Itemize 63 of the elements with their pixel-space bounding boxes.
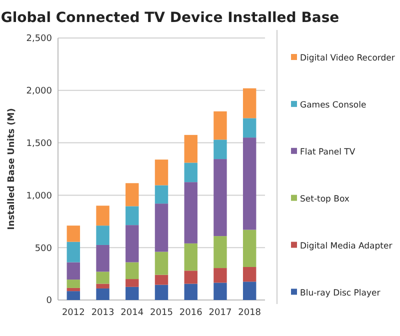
bar bbox=[242, 230, 256, 267]
bar bbox=[96, 206, 110, 226]
bar bbox=[66, 280, 80, 288]
y-tick-label: 1,500 bbox=[26, 138, 52, 149]
bar bbox=[126, 279, 139, 287]
y-tick-label: 500 bbox=[34, 244, 52, 254]
bar bbox=[96, 244, 110, 272]
y-axis-title: Installed Base Units (M) bbox=[7, 108, 17, 230]
bar bbox=[214, 268, 227, 283]
bar bbox=[214, 236, 227, 268]
x-tick-label: 2018 bbox=[238, 308, 262, 318]
chart-title: Global Connected TV Device Installed Base bbox=[0, 10, 340, 26]
bar bbox=[126, 206, 139, 226]
x-tick-label: 2012 bbox=[62, 308, 85, 318]
bar bbox=[214, 159, 227, 236]
bar bbox=[214, 282, 227, 300]
y-tick-label: 1,000 bbox=[26, 191, 52, 202]
bar bbox=[242, 266, 256, 282]
bar bbox=[154, 185, 168, 204]
x-tick-label: 2015 bbox=[150, 308, 173, 318]
bar bbox=[126, 262, 139, 280]
bar bbox=[126, 183, 139, 206]
bar bbox=[96, 272, 110, 284]
legend-label: Games Console bbox=[300, 100, 366, 110]
bar bbox=[154, 274, 168, 285]
bar bbox=[242, 282, 256, 300]
bar bbox=[126, 286, 139, 300]
y-tick-label: 2,000 bbox=[26, 86, 52, 97]
x-tick-label: 2013 bbox=[91, 308, 114, 318]
bar bbox=[214, 140, 227, 160]
bar bbox=[66, 262, 80, 280]
x-tick-label: 2016 bbox=[179, 308, 203, 318]
y-tick-label: 2,500 bbox=[26, 34, 52, 44]
legend-label: Flat Panel TV bbox=[300, 147, 356, 158]
bar bbox=[184, 284, 198, 300]
legend-label: Set-top Box bbox=[300, 194, 350, 204]
bar bbox=[154, 284, 168, 300]
bar bbox=[184, 134, 198, 163]
legend-label: Blu-ray Disc Player bbox=[300, 288, 381, 298]
bar bbox=[214, 111, 227, 140]
bar bbox=[66, 226, 80, 242]
bar bbox=[96, 226, 110, 245]
legend-label: Digital Video Recorder bbox=[300, 54, 396, 64]
bar bbox=[242, 118, 256, 138]
bar bbox=[242, 88, 256, 118]
x-tick-label: 2017 bbox=[208, 308, 232, 318]
bar bbox=[66, 288, 80, 292]
bar bbox=[184, 270, 198, 284]
bar bbox=[66, 242, 80, 262]
bar bbox=[184, 243, 198, 271]
legend-label: Digital Media Adapter bbox=[300, 241, 393, 252]
bar bbox=[66, 291, 80, 300]
bar bbox=[154, 252, 168, 275]
x-tick-label: 2014 bbox=[120, 308, 144, 318]
bar bbox=[184, 182, 198, 244]
bar bbox=[184, 162, 198, 182]
bar bbox=[96, 288, 110, 300]
bar bbox=[126, 225, 139, 262]
bar bbox=[154, 160, 168, 186]
bar bbox=[96, 284, 110, 288]
bar bbox=[242, 138, 256, 230]
y-tick-label: 0 bbox=[46, 296, 52, 306]
bar bbox=[154, 204, 168, 252]
